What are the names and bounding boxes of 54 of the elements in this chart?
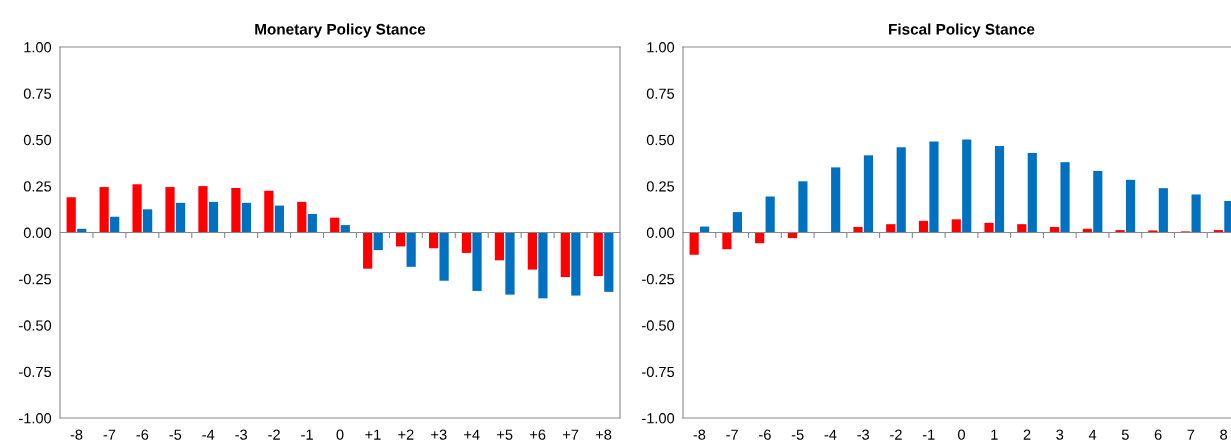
x-tick-label: +2: [398, 429, 414, 440]
x-tick-label: +7: [562, 429, 579, 440]
x-tick-label: -5: [791, 429, 804, 440]
x-tick-label: -3: [857, 429, 870, 440]
y-tick-label: 0.50: [646, 134, 675, 146]
x-tick-label: -2: [268, 429, 280, 440]
y-tick-label: 0.00: [646, 227, 675, 238]
y-tick-label: 1.00: [24, 42, 52, 53]
y-tick-label: -0.25: [642, 273, 675, 285]
y-tick-label: 0.50: [23, 134, 52, 146]
x-tick-label: -6: [759, 429, 771, 440]
x-tick-label: 7: [1187, 429, 1195, 440]
y-tick-label: 1.00: [647, 42, 675, 53]
x-tick-label: -7: [103, 429, 116, 440]
x-tick-label: 6: [1154, 429, 1162, 440]
x-tick-label: +8: [595, 429, 612, 440]
x-tick-label: +4: [464, 429, 480, 440]
x-tick-label: -8: [693, 429, 706, 440]
y-tick-label: 0.75: [646, 88, 675, 99]
x-tick-label: +3: [431, 429, 447, 440]
chart-title: Fiscal Policy Stance: [889, 23, 1035, 38]
x-tick-label: 2: [1023, 429, 1031, 440]
chart-title: Monetary Policy Stance: [255, 23, 426, 38]
x-tick-label: -4: [824, 429, 837, 440]
x-tick-label: 0: [958, 429, 965, 440]
y-tick-label: 0.00: [23, 227, 52, 238]
y-tick-label: 0.25: [646, 181, 675, 192]
x-tick-label: -4: [202, 429, 215, 440]
y-tick-label: -0.75: [642, 366, 675, 378]
x-tick-label: -1: [922, 429, 935, 440]
y-tick-label: -1.00: [642, 413, 675, 424]
x-tick-label: -5: [169, 429, 182, 440]
x-tick-label: -2: [890, 429, 902, 440]
y-tick-label: 0.25: [23, 181, 52, 192]
x-tick-label: 4: [1088, 429, 1097, 440]
x-tick-label: +5: [497, 429, 513, 440]
x-tick-label: 8: [1220, 429, 1228, 440]
y-tick-label: -1.00: [19, 413, 52, 424]
y-tick-label: 0.75: [23, 88, 52, 99]
y-tick-label: -0.50: [642, 320, 675, 331]
x-tick-label: 1: [991, 429, 998, 440]
x-tick-label: 5: [1121, 429, 1129, 440]
y-tick-label: -0.50: [19, 320, 52, 331]
x-tick-label: -3: [235, 429, 248, 440]
x-tick-label: +6: [530, 429, 546, 440]
x-tick-label: 0: [336, 429, 344, 440]
y-tick-label: -0.75: [19, 366, 52, 378]
x-tick-label: 3: [1056, 429, 1064, 440]
x-tick-label: -8: [70, 429, 83, 440]
x-tick-label: +1: [365, 429, 381, 440]
x-tick-label: -1: [301, 429, 313, 440]
x-tick-label: -6: [136, 429, 149, 440]
x-tick-label: -7: [726, 429, 738, 440]
y-tick-label: -0.25: [19, 273, 52, 285]
